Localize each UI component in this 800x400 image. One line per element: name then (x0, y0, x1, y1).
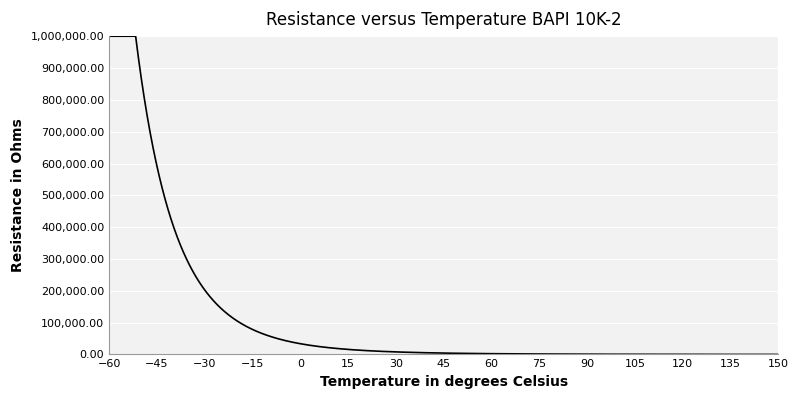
X-axis label: Temperature in degrees Celsius: Temperature in degrees Celsius (320, 375, 568, 389)
Y-axis label: Resistance in Ohms: Resistance in Ohms (11, 118, 25, 272)
Title: Resistance versus Temperature BAPI 10K-2: Resistance versus Temperature BAPI 10K-2 (266, 11, 622, 29)
